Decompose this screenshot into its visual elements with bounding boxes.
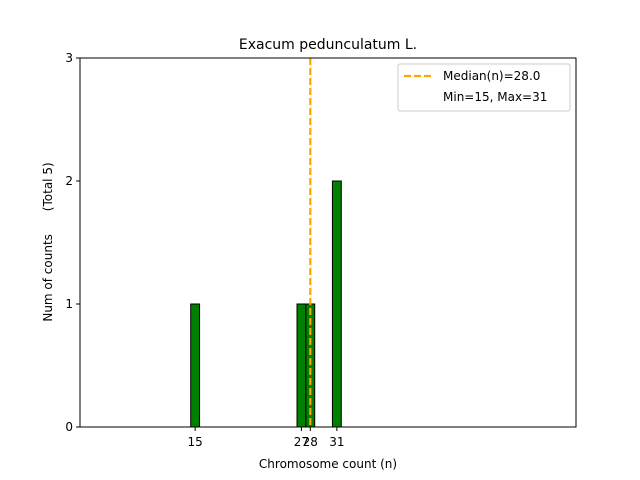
y-tick-label: 2 <box>65 174 73 188</box>
y-tick-label: 3 <box>65 51 73 65</box>
chart-title: Exacum pedunculatum L. <box>239 37 417 53</box>
legend-entry-median: Median(n)=28.0 <box>443 69 540 83</box>
y-tick-label: 0 <box>65 420 73 434</box>
legend: Median(n)=28.0 Min=15, Max=31 <box>397 63 571 112</box>
y-tick-label: 1 <box>65 297 73 311</box>
axes-frame <box>79 57 577 428</box>
x-tick-label: 27 <box>294 435 309 449</box>
bar <box>190 303 201 428</box>
bar <box>331 180 342 428</box>
legend-entry-min-max: Min=15, Max=31 <box>443 90 547 104</box>
x-tick-label: 28 <box>303 435 318 449</box>
legend-box <box>397 63 571 112</box>
y-axis-label: Num of counts (Total 5) <box>41 162 55 321</box>
y-axis: 0 1 2 3 <box>65 51 80 434</box>
x-tick-label: 15 <box>188 435 203 449</box>
plot-area <box>80 58 373 428</box>
bar <box>296 303 307 428</box>
x-axis-label: Chromosome count (n) <box>259 457 397 471</box>
x-tick-label: 31 <box>329 435 344 449</box>
